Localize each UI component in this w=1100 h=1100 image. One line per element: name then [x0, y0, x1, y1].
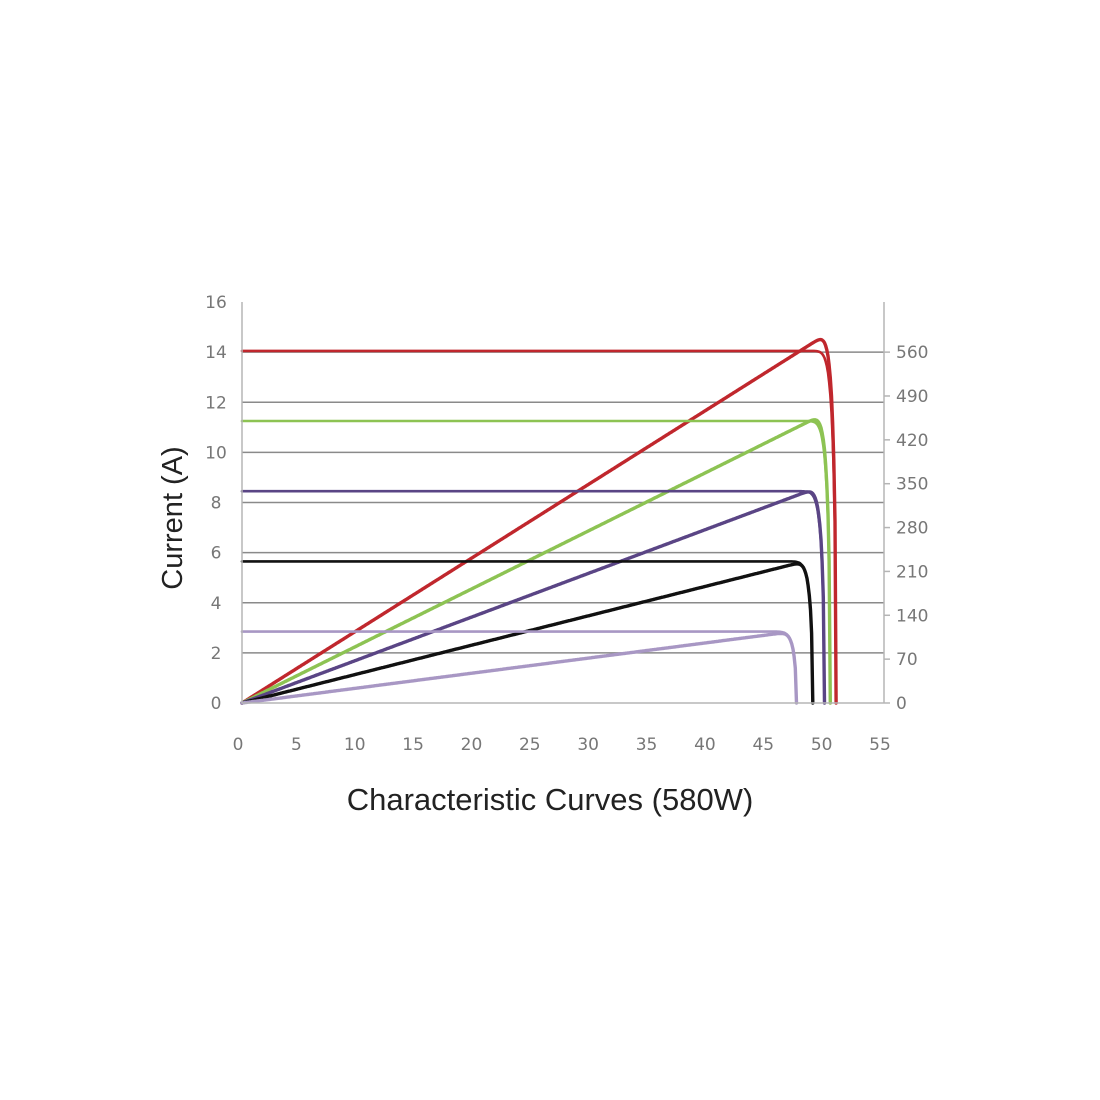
curves — [240, 337, 838, 705]
y-tick-label: 6 — [211, 544, 222, 564]
x-tick-label: 25 — [519, 735, 541, 755]
x-tick-label: 45 — [752, 735, 774, 755]
left-axis-ticks: 0 2 4 6 8 10 12 14 16 — [205, 293, 227, 714]
y-tick-label: 4 — [211, 594, 222, 614]
x-tick-label: 40 — [694, 735, 716, 755]
y2-tick-label: 210 — [896, 562, 928, 582]
x-tick-label: 5 — [291, 735, 302, 755]
y-tick-label: 2 — [211, 644, 222, 664]
x-tick-label: 20 — [461, 735, 483, 755]
y2-tick-label: 0 — [896, 694, 907, 714]
plot-frame — [241, 302, 890, 704]
y2-tick-label: 70 — [896, 650, 918, 670]
x-tick-label: 15 — [402, 735, 424, 755]
chart-caption: Characteristic Curves (580W) — [347, 782, 754, 817]
pv-curve-3 — [240, 490, 827, 705]
y2-tick-label: 280 — [896, 519, 928, 539]
iv-curve-4 — [240, 560, 815, 705]
iv-curve-3 — [240, 489, 826, 705]
x-tick-label: 35 — [636, 735, 658, 755]
y-tick-label: 8 — [211, 494, 222, 514]
x-tick-label: 50 — [811, 735, 833, 755]
right-axis-ticks: 0 70 140 210 280 350 420 490 560 — [896, 343, 928, 714]
grid-lines — [242, 351, 884, 654]
pv-curve-4 — [240, 562, 815, 705]
y2-tick-label: 420 — [896, 431, 928, 451]
pv-curve-1 — [240, 337, 838, 705]
x-tick-label: 30 — [577, 735, 599, 755]
x-tick-label: 55 — [869, 735, 891, 755]
y2-tick-label: 560 — [896, 343, 928, 363]
y-tick-label: 12 — [205, 393, 227, 413]
y2-tick-label: 490 — [896, 387, 928, 407]
iv-curve-5 — [240, 630, 798, 705]
y-tick-label: 0 — [211, 694, 222, 714]
x-tick-label: 0 — [233, 735, 244, 755]
pv-curve-5 — [240, 631, 799, 705]
pv-curve-2 — [240, 418, 832, 705]
y-tick-label: 16 — [205, 293, 227, 313]
iv-curve-1 — [240, 349, 838, 705]
x-tick-label: 10 — [344, 735, 366, 755]
x-axis-ticks: 0 5 10 15 20 25 30 35 40 45 50 55 — [233, 735, 891, 755]
y2-tick-label: 140 — [896, 606, 928, 626]
iv-curve-2 — [240, 419, 832, 705]
y2-tick-label: 350 — [896, 475, 928, 495]
y-tick-label: 14 — [205, 343, 227, 363]
y-axis-label: Current (A) — [157, 446, 189, 589]
y-tick-label: 10 — [205, 443, 227, 463]
